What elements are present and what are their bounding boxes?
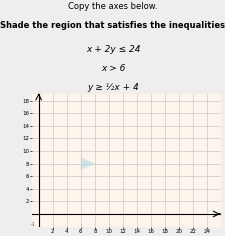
- Text: y ≥ ½x + 4: y ≥ ½x + 4: [87, 83, 138, 92]
- Polygon shape: [81, 157, 94, 170]
- Text: -1: -1: [30, 222, 35, 227]
- Text: Shade the region that satisfies the inequalities: Shade the region that satisfies the ineq…: [0, 21, 225, 30]
- Text: Copy the axes below.: Copy the axes below.: [68, 2, 157, 11]
- Text: x + 2y ≤ 24: x + 2y ≤ 24: [85, 45, 140, 54]
- Text: x > 6: x > 6: [100, 64, 125, 73]
